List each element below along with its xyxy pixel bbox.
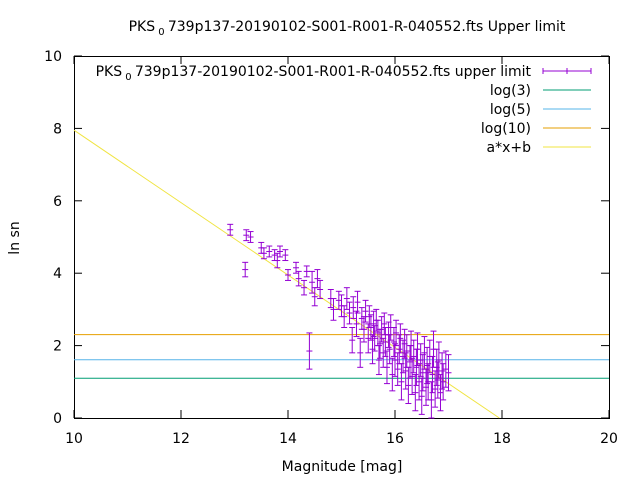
data-point (317, 279, 324, 300)
data-point (383, 350, 390, 385)
data-point (412, 374, 419, 412)
data-point (397, 323, 404, 354)
data-point (335, 290, 342, 310)
data-point (418, 377, 425, 415)
x-tick-label: 10 (65, 431, 83, 447)
data-point (381, 312, 388, 336)
data-point (389, 357, 396, 392)
data-point (282, 249, 289, 262)
y-tick-label: 10 (44, 49, 62, 65)
data-point (301, 279, 308, 296)
data-point (243, 229, 250, 242)
data-point (416, 363, 423, 401)
data-point (314, 269, 321, 289)
legend-label: log(3) (490, 83, 531, 99)
data-point (375, 345, 382, 376)
data-point (227, 223, 234, 236)
data-point (285, 269, 291, 281)
data-point (429, 355, 436, 394)
y-tick-label: 6 (53, 194, 62, 210)
y-axis-label: ln sn (7, 221, 23, 254)
x-axis-ticks: 10 12 14 16 18 20 (65, 56, 618, 447)
data-point (428, 381, 435, 419)
data-point (392, 343, 398, 377)
data-point (309, 270, 316, 294)
data-point (276, 245, 283, 258)
data-point (330, 298, 337, 321)
data-point (266, 245, 273, 258)
chart-title: PKS 0 739p137-20190102-S001-R001-R-04055… (129, 19, 566, 38)
y-tick-label: 2 (53, 339, 62, 355)
x-tick-label: 16 (386, 431, 404, 447)
data-point (437, 374, 444, 412)
legend-label: log(5) (490, 102, 531, 118)
data-point (346, 301, 353, 325)
data-point (417, 343, 424, 377)
data-point (311, 287, 318, 307)
plot-frame (74, 56, 610, 419)
data-points (227, 223, 452, 419)
data-point (357, 337, 364, 368)
data-point (434, 361, 441, 399)
data-point (362, 299, 369, 323)
data-point (398, 363, 405, 401)
x-tick-label: 14 (279, 431, 297, 447)
x-tick-label: 20 (600, 431, 618, 447)
data-point (354, 290, 361, 314)
data-point (442, 350, 449, 388)
legend-label: PKS 0 739p137-20190102-S001-R001-R-04055… (96, 64, 532, 83)
legend-label: log(10) (481, 121, 531, 137)
reference-lines (74, 334, 609, 379)
data-point (408, 330, 415, 361)
x-tick-label: 18 (493, 431, 511, 447)
data-point (445, 354, 452, 392)
data-point (260, 247, 267, 260)
data-point (440, 363, 447, 401)
data-point (386, 334, 393, 365)
data-point (271, 249, 278, 262)
data-point (439, 352, 446, 390)
y-tick-label: 4 (53, 266, 62, 282)
data-point (424, 346, 431, 385)
y-tick-label: 0 (53, 411, 62, 427)
data-point (306, 332, 313, 370)
data-point (247, 231, 254, 243)
legend: PKS 0 739p137-20190102-S001-R001-R-04055… (96, 64, 592, 156)
data-point (402, 352, 409, 390)
data-point (413, 348, 420, 386)
y-tick-label: 8 (53, 121, 62, 137)
x-axis-label: Magnitude [mag] (282, 459, 403, 475)
data-point (274, 252, 281, 269)
data-point (343, 287, 350, 310)
data-point (242, 261, 249, 278)
y-axis-ticks: 0 2 4 6 8 10 (44, 49, 609, 427)
x-tick-label: 12 (172, 431, 190, 447)
data-point (365, 323, 372, 354)
data-point (295, 270, 302, 287)
legend-label: a*x+b (487, 140, 532, 156)
data-point (393, 319, 400, 347)
data-point (360, 316, 367, 343)
data-point (370, 310, 377, 338)
data-point (350, 296, 357, 319)
data-point (303, 265, 310, 278)
data-point (353, 310, 360, 338)
data-point (349, 327, 356, 354)
